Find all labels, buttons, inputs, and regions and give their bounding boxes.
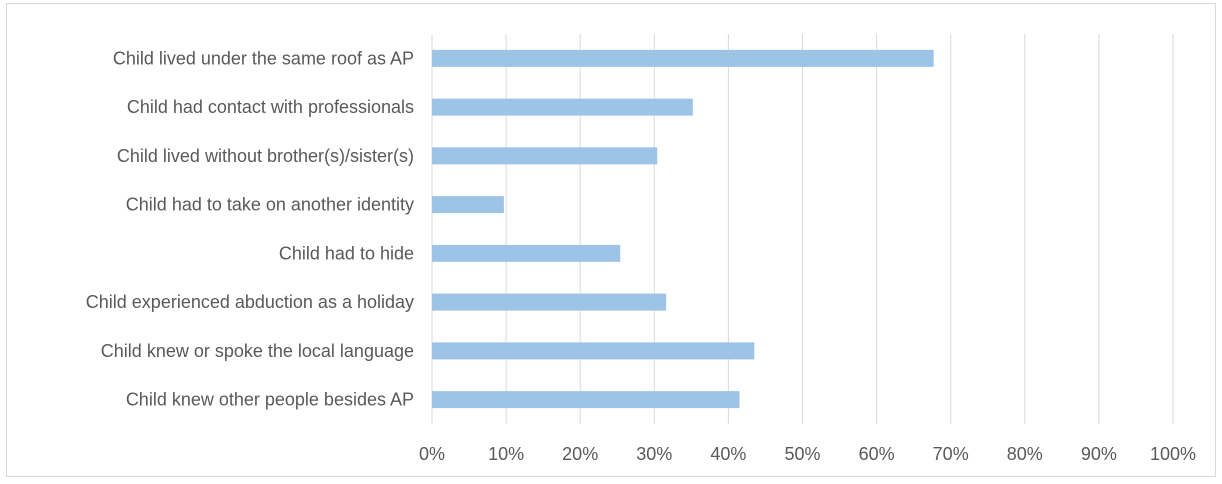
bar [432,391,740,409]
bar [432,196,504,214]
x-tick-label: 10% [488,444,524,464]
category-label: Child had to hide [279,243,414,263]
category-label: Child knew or spoke the local language [101,341,414,361]
category-label: Child knew other people besides AP [126,390,414,410]
x-tick-label: 50% [784,444,820,464]
x-tick-label: 30% [636,444,672,464]
x-tick-label: 80% [1007,444,1043,464]
x-tick-label: 60% [859,444,895,464]
bar [432,342,755,360]
x-tick-label: 70% [933,444,969,464]
gridlines [431,34,1174,424]
x-tick-label: 90% [1081,444,1117,464]
category-label: Child had to take on another identity [126,195,414,215]
bars [432,49,934,409]
bar [432,147,658,165]
category-label: Child lived without brother(s)/sister(s) [117,146,414,166]
x-axis-tick-labels: 0% 10% 20% 30% 40% 50% 60% 70% 80% 90% 100% [419,444,1196,464]
bar [432,244,621,262]
category-label: Child had contact with professionals [127,97,414,117]
bar [432,49,934,67]
x-tick-label: 0% [419,444,445,464]
bar [432,98,693,116]
bar [432,293,667,311]
x-tick-label: 100% [1150,444,1196,464]
x-tick-label: 40% [710,444,746,464]
category-labels: Child lived under the same roof as AP Chi… [86,48,414,409]
x-tick-label: 20% [562,444,598,464]
category-label: Child experienced abduction as a holiday [86,292,414,312]
category-label: Child lived under the same roof as AP [113,48,414,68]
